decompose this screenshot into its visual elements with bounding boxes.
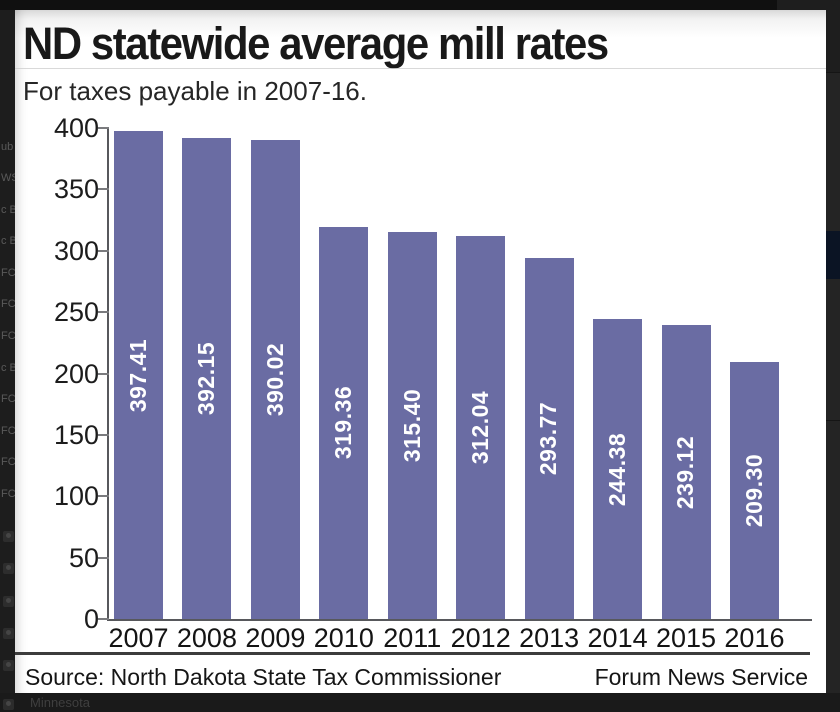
- list-item-icon: [3, 660, 14, 671]
- bar-value-label: 319.36: [330, 386, 357, 460]
- underlay-fragment: FC: [1, 393, 15, 405]
- bar-value-label: 239.12: [672, 435, 699, 509]
- bar-value-label: 293.77: [535, 402, 562, 476]
- x-axis-tick-label: 2009: [245, 623, 306, 653]
- list-item-icon: [3, 596, 14, 607]
- chart-title: ND statewide average mill rates: [23, 18, 609, 69]
- y-axis-tick: [98, 188, 109, 191]
- x-axis-tick-label: 2014: [587, 623, 648, 653]
- bar-chart: 0 50 100 150 200 250 300 350 400 397.41 2007 392.15…: [15, 10, 826, 693]
- page-top-strip-right: [777, 0, 840, 10]
- bar-value-label: 397.41: [125, 338, 152, 412]
- bar-2014: 244.38: [593, 319, 643, 619]
- bar-value-label: 392.15: [193, 341, 220, 415]
- underlay-fragment: FC: [1, 488, 15, 500]
- x-axis-tick-label: 2010: [313, 623, 374, 653]
- underlay-fragment: c B: [1, 235, 15, 247]
- y-axis-tick: [98, 372, 109, 375]
- bar-2013: 293.77: [524, 258, 574, 619]
- title-divider: [15, 68, 826, 69]
- x-axis-tick-label: 2015: [655, 623, 717, 653]
- y-axis-tick-label: 50: [68, 542, 99, 573]
- byline-credit: Forum News Service: [594, 664, 808, 690]
- y-axis-tick: [98, 127, 109, 129]
- underlay-fragment: ub: [1, 141, 14, 153]
- list-item-icon: [3, 531, 14, 542]
- y-axis-tick-label: 150: [53, 419, 99, 450]
- y-axis-tick: [98, 311, 109, 314]
- bar-2007: 397.41: [114, 131, 163, 619]
- page-right-seam: [826, 72, 840, 73]
- underlay-bottom-label: Minnesota: [30, 695, 90, 710]
- page-right-strip: [826, 10, 840, 712]
- bar-2015: 239.12: [661, 325, 711, 619]
- x-axis-tick-label: 2008: [176, 623, 237, 653]
- bar-2008: 392.15: [182, 137, 232, 619]
- bar-2009: 390.02: [250, 140, 300, 619]
- page-navy-accent: [826, 231, 840, 279]
- y-axis-tick-label: 200: [53, 358, 99, 389]
- y-axis-tick: [98, 556, 109, 559]
- bar-value-label: 390.02: [261, 342, 288, 417]
- x-axis-tick-label: 2011: [383, 623, 442, 653]
- x-axis-tick-label: 2013: [519, 623, 580, 653]
- y-axis-tick-label: 300: [53, 235, 99, 266]
- page-right-strip-upper: [826, 10, 840, 72]
- bar-2016: 209.30: [729, 362, 779, 619]
- page-bottom-strip: [0, 693, 840, 712]
- bar-2012: 312.04: [456, 235, 506, 619]
- x-axis-tick-label: 2016: [724, 623, 785, 653]
- underlay-fragment: FC: [1, 330, 15, 342]
- x-axis-line: [107, 619, 812, 621]
- underlay-fragment: c B: [1, 362, 15, 374]
- y-axis-tick-label: 250: [53, 297, 99, 328]
- list-item-icon: [3, 563, 14, 574]
- page-right-seam: [826, 420, 840, 421]
- y-axis-tick: [98, 249, 109, 252]
- page-top-strip: [0, 0, 840, 10]
- bar-value-label: 244.38: [604, 432, 631, 506]
- y-axis-line: [107, 128, 109, 621]
- y-axis-tick: [98, 618, 109, 620]
- y-axis-tick-label: 100: [53, 481, 99, 512]
- list-item-icon: [3, 628, 14, 639]
- chart-card: ND statewide average mill rates For taxe…: [15, 10, 826, 693]
- bar-2010: 319.36: [319, 226, 369, 619]
- y-axis-tick: [98, 495, 109, 498]
- list-item-icon: [3, 699, 14, 710]
- y-axis-tick: [98, 433, 109, 436]
- underlay-fragment: c B: [1, 204, 15, 216]
- source-credit: Source: North Dakota State Tax Commissio…: [25, 664, 502, 690]
- bar-value-label: 315.40: [398, 388, 425, 463]
- underlay-fragment: WS: [1, 172, 15, 184]
- underlay-fragment: FC: [1, 456, 15, 468]
- y-axis-tick-label: 350: [53, 174, 99, 205]
- bar-value-label: 312.04: [467, 390, 494, 465]
- underlay-fragment: FC: [1, 425, 15, 437]
- underlay-fragment: FC: [1, 267, 15, 279]
- x-axis-tick-label: 2007: [108, 623, 169, 653]
- x-axis-tick-label: 2012: [450, 623, 511, 653]
- underlay-fragment: FC: [1, 298, 15, 310]
- y-axis-tick-label: 400: [53, 113, 99, 143]
- bar-value-label: 209.30: [740, 453, 767, 528]
- chart-subtitle: For taxes payable in 2007-16.: [23, 76, 367, 106]
- y-axis-tick-label: 0: [83, 604, 99, 634]
- footer-divider: [15, 652, 810, 655]
- bar-2011: 315.40: [387, 231, 437, 619]
